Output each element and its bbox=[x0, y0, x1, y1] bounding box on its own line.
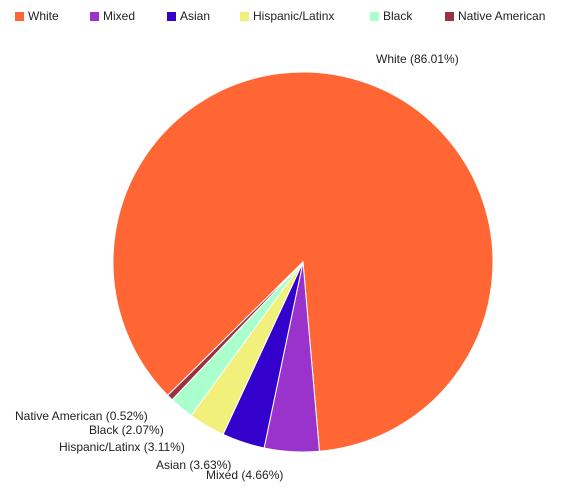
legend-label: Hispanic/Latinx bbox=[253, 9, 334, 23]
legend-swatch bbox=[445, 12, 454, 21]
pie-slice bbox=[112, 71, 494, 452]
data-label: Black (2.07%) bbox=[89, 423, 164, 437]
data-label: Native American (0.52%) bbox=[15, 409, 148, 423]
legend-label: White bbox=[28, 9, 59, 23]
legend-label: Native American bbox=[458, 9, 545, 23]
data-label: White (86.01%) bbox=[376, 52, 459, 66]
legend-swatch bbox=[90, 12, 99, 21]
legend-swatch bbox=[15, 12, 24, 21]
legend-label: Asian bbox=[180, 9, 210, 23]
pie-slice bbox=[167, 261, 304, 401]
legend-label: Mixed bbox=[103, 9, 135, 23]
data-label: Hispanic/Latinx (3.11%) bbox=[59, 440, 185, 454]
legend-swatch bbox=[370, 12, 379, 21]
data-label: Asian (3.63%) bbox=[156, 458, 231, 472]
legend-swatch bbox=[167, 12, 176, 21]
legend-swatch bbox=[240, 12, 249, 21]
legend-label: Black bbox=[383, 9, 413, 23]
data-label: Mixed (4.66%) bbox=[206, 468, 283, 482]
